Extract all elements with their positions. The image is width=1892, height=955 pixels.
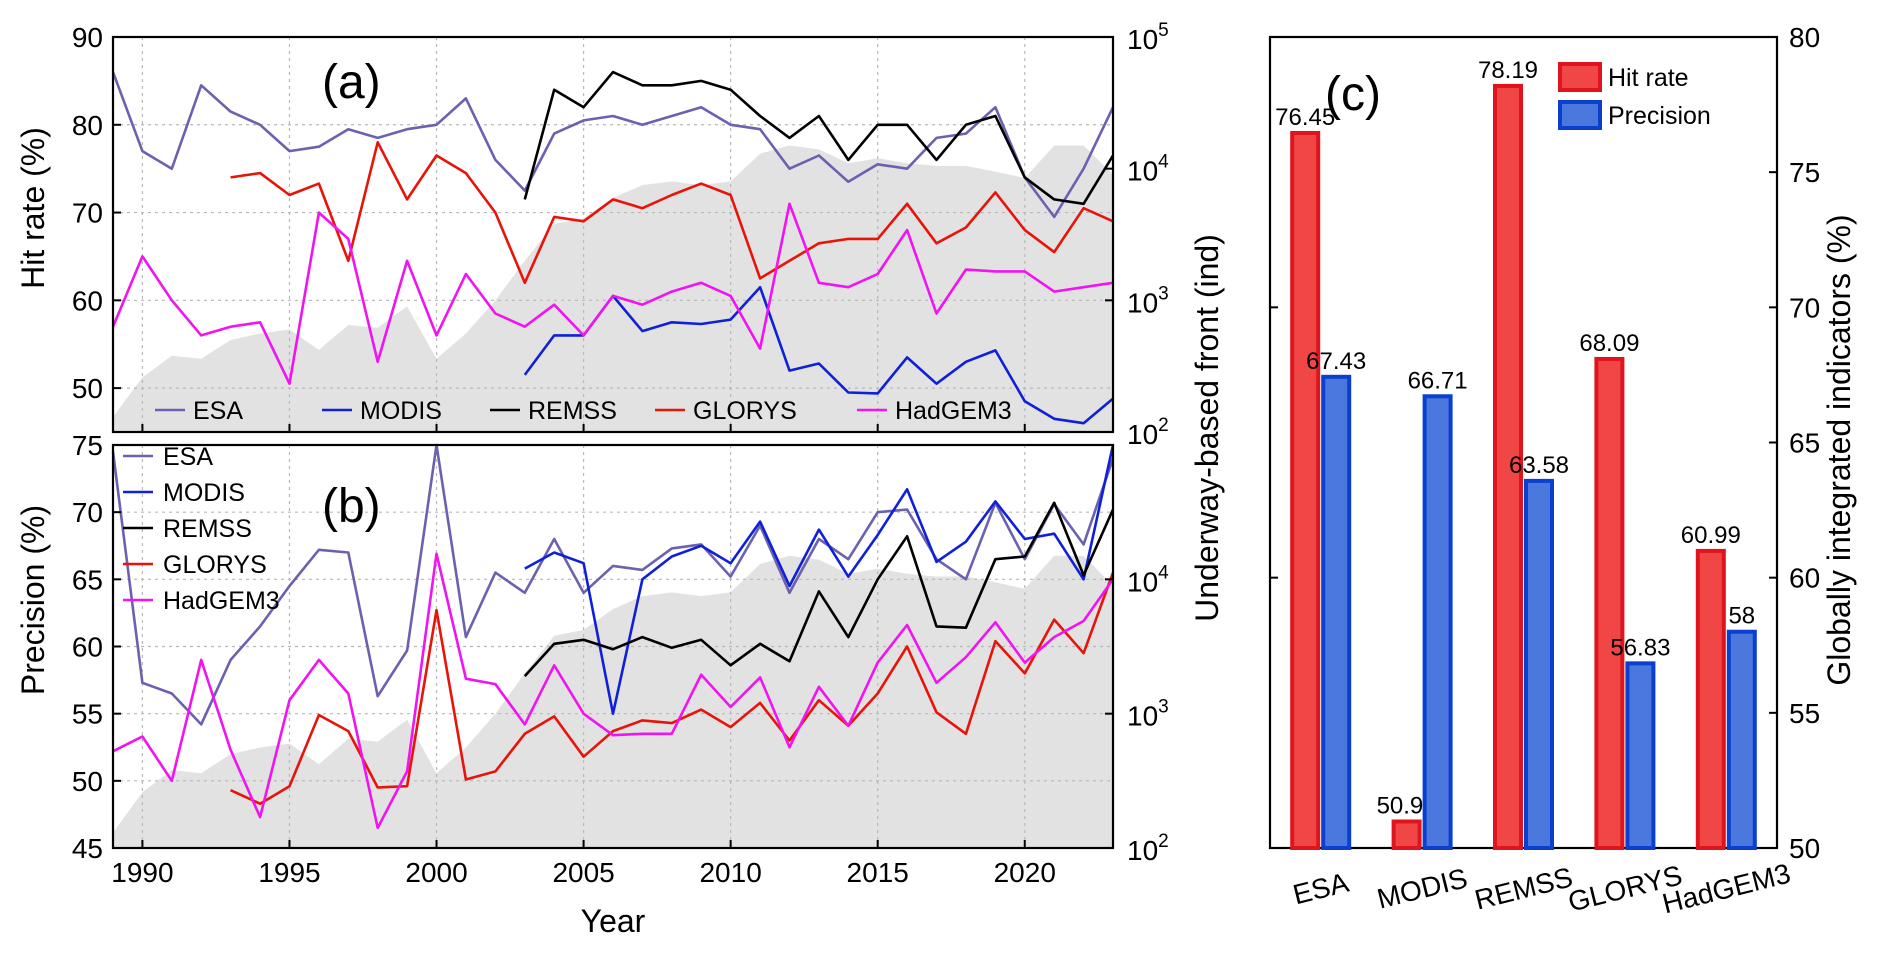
panel-b-ytick-label: 60	[72, 632, 103, 663]
panel-b-ylabel: Precision (%)	[15, 505, 51, 695]
panel-b-xtick-label: 1990	[111, 857, 173, 888]
bar-label-hit-rate-remss: 78.19	[1478, 57, 1538, 84]
panel-a-y2tick-label: 105	[1127, 20, 1169, 55]
bar-hit-rate-esa	[1290, 130, 1321, 851]
bar-label-hit-rate-glorys: 68.09	[1579, 330, 1639, 357]
panel-c-integrated-indicators-bars: 76.4567.43ESA50.9866.71MODIS78.1963.58RE…	[1268, 22, 1820, 919]
panel-b-precision-timeseries: 45 50 55 60 65 70 75 102 103 104 1990 1995 2000 2005 2…	[72, 430, 1169, 888]
panel-b-series-remss	[523, 501, 1115, 677]
bar-label-precision-esa: 67.43	[1306, 348, 1366, 375]
legend-b-label-glorys: GLORYS	[163, 551, 267, 579]
panel-b-background-area	[113, 555, 1113, 848]
panel-b-ytick-label: 50	[72, 766, 103, 797]
category-label-esa: ESA	[1290, 867, 1352, 911]
panel-a-ytick-label: 70	[72, 198, 103, 229]
panel-b-y2tick-label: 102	[1127, 831, 1169, 866]
panel-c-ytick-label: 50	[1789, 833, 1820, 864]
panel-b-xtick-label: 2005	[552, 857, 614, 888]
panel-c-ytick-label: 60	[1789, 563, 1820, 594]
legend-a-label-glorys: GLORYS	[693, 397, 797, 425]
panel-a-label: (a)	[322, 56, 381, 109]
legend-a-label-esa: ESA	[193, 397, 243, 425]
bar-label-precision-glorys: 56.83	[1610, 634, 1670, 661]
bar-label-precision-remss: 63.58	[1509, 452, 1569, 479]
bar-label-hit-rate-hadgem3: 60.99	[1681, 522, 1741, 549]
bar-precision-remss	[1524, 478, 1554, 850]
legend-c-swatch-hit-rate	[1558, 62, 1602, 92]
panel-a-series-remss	[523, 70, 1115, 206]
legend-b-label-hadgem3: HadGEM3	[163, 587, 280, 615]
panel-a-background-area	[113, 145, 1113, 432]
category-label-modis: MODIS	[1374, 862, 1471, 914]
panel-a-ytick-label: 50	[72, 373, 103, 404]
bar-precision-hadgem3	[1726, 629, 1757, 850]
panel-b-label: (b)	[322, 480, 381, 533]
bar-hit-rate-hadgem3	[1695, 548, 1726, 851]
panel-b-ytick-label: 70	[72, 497, 103, 528]
right-log-axis-label: Underway-based front (ind)	[1189, 234, 1225, 622]
legend-a-label-remss: REMSS	[528, 397, 617, 425]
panel-c-ytick-label: 55	[1789, 698, 1820, 729]
panel-b-xtick-label: 2020	[994, 857, 1056, 888]
legend-b-label-modis: MODIS	[163, 479, 245, 507]
panel-a-series-glorys	[230, 141, 1114, 285]
legend-a-label-hadgem3: HadGEM3	[895, 397, 1012, 425]
bar-label-precision-modis: 66.71	[1408, 367, 1468, 394]
panel-b-series-hadgem3	[112, 552, 1115, 830]
legend-c-label-hit-rate: Hit rate	[1608, 64, 1689, 92]
panel-c-ytick-label: 80	[1789, 22, 1820, 53]
bar-precision-esa	[1321, 374, 1352, 850]
panel-b-y2tick-label: 104	[1127, 562, 1169, 597]
panel-b-ytick-label: 75	[72, 430, 103, 461]
panel-b-ytick-label: 65	[72, 564, 103, 595]
panel-a-y2tick-label: 103	[1127, 283, 1169, 318]
legend-c-label-precision: Precision	[1608, 102, 1711, 130]
panel-c-label: (c)	[1325, 68, 1381, 121]
panel-a-hit-rate-timeseries: 50 60 70 80 90 102 103 104 105 ESA MODIS REMSS GLORY…	[72, 20, 1169, 450]
panel-b-xtick-label: 2015	[847, 857, 909, 888]
panel-a-series-esa	[111, 71, 1115, 219]
panel-b-y2tick-label: 103	[1127, 697, 1169, 732]
panel-b-series-esa	[111, 443, 1115, 726]
panel-a-y2tick-label: 102	[1127, 415, 1169, 450]
panel-b-ytick-label: 45	[72, 833, 103, 864]
category-label-remss: REMSS	[1472, 861, 1576, 915]
panel-b-xtick-label: 2000	[405, 857, 467, 888]
panel-a-frame	[111, 35, 1115, 434]
panel-a-ytick-label: 80	[72, 110, 103, 141]
bar-precision-modis	[1422, 394, 1453, 850]
panel-c-ytick-label: 65	[1789, 428, 1820, 459]
panel-b-series-glorys	[230, 572, 1115, 806]
panel-c-ytick-label: 75	[1789, 157, 1820, 188]
legend-b-label-esa: ESA	[163, 443, 213, 471]
panel-b-xtick-label: 2010	[699, 857, 761, 888]
bar-label-precision-hadgem3: 58	[1728, 603, 1755, 630]
bar-hit-rate-modis	[1391, 819, 1422, 850]
legend-b-label-remss: REMSS	[163, 515, 252, 543]
panel-a-ytick-label: 90	[72, 22, 103, 53]
bar-label-hit-rate-esa: 76.45	[1275, 104, 1335, 131]
panel-a-ytick-label: 60	[72, 285, 103, 316]
panel-a-y2tick-label: 104	[1127, 152, 1169, 187]
legend-a-label-modis: MODIS	[360, 397, 442, 425]
bar-hit-rate-glorys	[1594, 356, 1625, 850]
panel-a-series-hadgem3	[111, 202, 1114, 386]
legend-c-swatch-precision	[1558, 100, 1602, 130]
panel-b-ytick-label: 55	[72, 699, 103, 730]
panel-c-ytick-label: 70	[1789, 292, 1820, 323]
panel-b-xtick-label: 1995	[258, 857, 320, 888]
panel-b-series-modis	[524, 444, 1115, 716]
bar-precision-glorys	[1625, 661, 1656, 850]
x-axis-label: Year	[581, 903, 646, 939]
bar-hit-rate-remss	[1493, 83, 1523, 850]
panel-a-ylabel: Hit rate (%)	[15, 127, 51, 289]
panel-a-series-modis	[523, 285, 1114, 425]
panel-c-ylabel: Globally integrated indicators (%)	[1821, 214, 1857, 685]
